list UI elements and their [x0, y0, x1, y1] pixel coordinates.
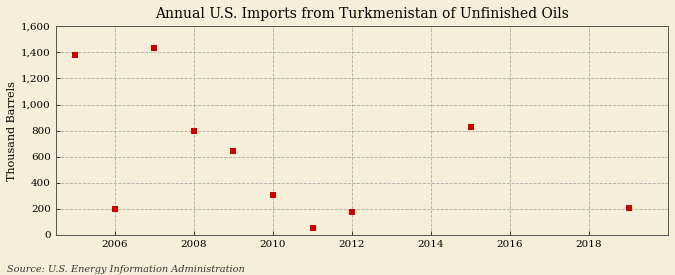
Text: Source: U.S. Energy Information Administration: Source: U.S. Energy Information Administ…: [7, 265, 244, 274]
Y-axis label: Thousand Barrels: Thousand Barrels: [7, 81, 17, 181]
Point: [70, 53, 81, 57]
Point: [188, 128, 199, 133]
Point: [267, 192, 278, 197]
Point: [347, 210, 358, 214]
Title: Annual U.S. Imports from Turkmenistan of Unfinished Oils: Annual U.S. Imports from Turkmenistan of…: [155, 7, 569, 21]
Point: [307, 226, 318, 231]
Point: [149, 46, 160, 51]
Point: [228, 149, 239, 154]
Point: [465, 125, 476, 130]
Point: [623, 206, 634, 210]
Point: [109, 207, 120, 211]
